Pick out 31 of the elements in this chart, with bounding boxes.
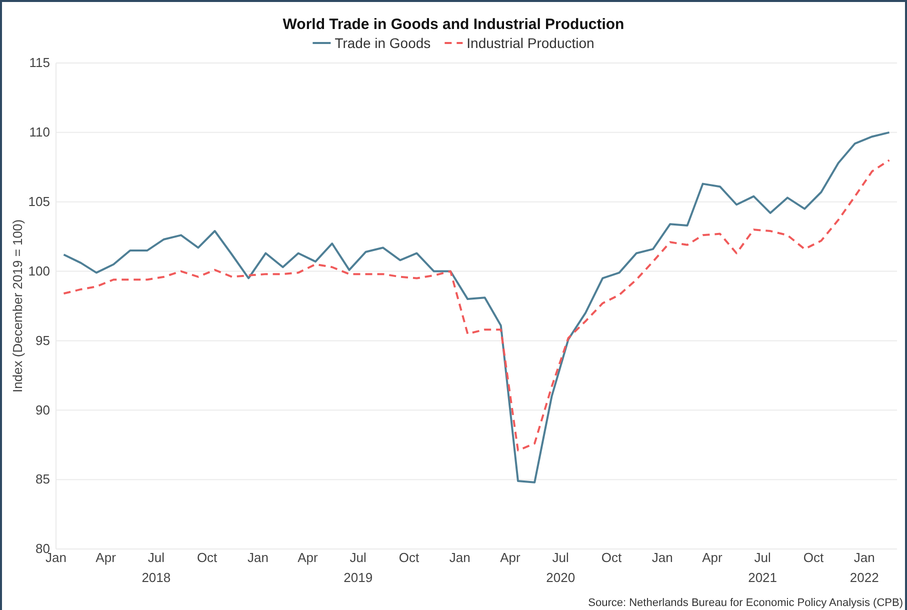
x-tick-label: Apr [702, 550, 723, 565]
y-tick-label: 90 [36, 402, 50, 418]
y-axis-title: Index (December 2019 = 100) [10, 219, 25, 393]
x-tick-label: Jul 2020 [546, 550, 576, 585]
y-tick-label: 115 [29, 55, 50, 70]
y-tick-label: 85 [36, 472, 50, 487]
y-tick-label: 95 [36, 332, 50, 348]
x-tick-label: Jan [449, 550, 470, 565]
x-tick-label: Oct [398, 550, 420, 565]
x-tick-label: Jan [652, 550, 673, 565]
x-tick-label: Oct [196, 550, 218, 565]
legend-label: Trade in Goods [334, 35, 431, 51]
x-tick-label: Jul 2018 [142, 550, 171, 585]
x-tick-label: Jan [247, 550, 268, 565]
x-tick-label: Jul 2019 [344, 550, 373, 585]
x-tick-label: Apr [500, 550, 522, 565]
x-tick-label: Apr [298, 550, 319, 565]
x-tick-label: Oct [601, 550, 622, 565]
y-tick-label: 105 [28, 194, 50, 210]
source-note: Source: Netherlands Bureau for Economic Policy Analysis (CPB) [588, 597, 903, 609]
y-tick-label: 80 [36, 541, 50, 556]
x-tick-label: Jan 2022 [850, 550, 879, 585]
line-series [62, 159, 890, 452]
y-tick-label: 110 [29, 124, 50, 140]
x-tick-label: Jul 2021 [748, 550, 778, 585]
chart-title: World Trade in Goods and Industrial Production [282, 16, 624, 33]
x-tick-label: Apr [96, 550, 117, 565]
line-series [62, 131, 890, 484]
x-tick-label: Oct [803, 550, 824, 565]
legend-label: Industrial Production [466, 35, 594, 51]
y-tick-label: 100 [28, 263, 50, 278]
